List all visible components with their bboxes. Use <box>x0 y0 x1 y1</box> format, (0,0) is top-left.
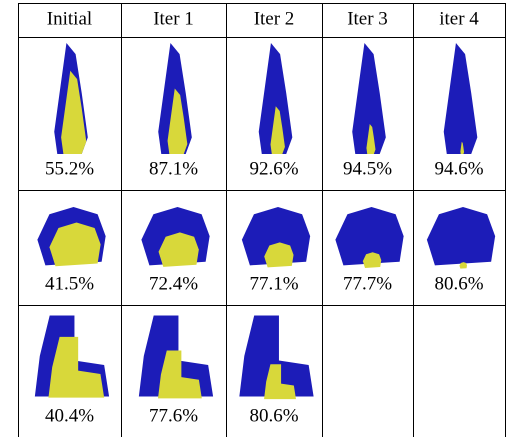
results-table: Initial Iter 1 Iter 2 Iter 3 iter 4 55.2% 87.1… <box>0 0 522 437</box>
accuracy-cell: 80.6% <box>434 273 483 294</box>
voxel-render <box>352 43 386 154</box>
accuracy-cell: 55.2% <box>45 158 94 179</box>
accuracy-cell: 77.7% <box>343 273 392 294</box>
voxel-render <box>141 207 209 267</box>
voxel-render <box>35 316 109 398</box>
voxel-render <box>242 207 310 267</box>
accuracy-cell: 94.5% <box>343 158 392 179</box>
accuracy-cell: 92.6% <box>249 158 298 179</box>
voxel-render <box>158 43 192 154</box>
voxel-render <box>239 316 313 400</box>
accuracy-cell: 41.5% <box>45 273 94 294</box>
header-cell: Iter 1 <box>153 8 194 29</box>
accuracy-cell: 94.6% <box>434 158 483 179</box>
voxel-shape <box>444 43 478 154</box>
accuracy-cell: 77.1% <box>249 273 298 294</box>
header-cell: Initial <box>47 8 92 29</box>
voxel-shape <box>427 207 495 265</box>
header-cell: Iter 3 <box>347 8 388 29</box>
voxel-render <box>259 43 293 154</box>
voxel-render <box>335 207 403 268</box>
voxel-render <box>427 207 495 269</box>
accuracy-cell: 80.6% <box>249 405 298 426</box>
voxel-render <box>37 207 105 266</box>
voxel-render <box>139 316 213 399</box>
accuracy-cell: 40.4% <box>45 405 94 426</box>
voxel-render <box>54 43 88 154</box>
header-cell: Iter 2 <box>254 8 295 29</box>
accuracy-cell: 87.1% <box>149 158 198 179</box>
accuracy-cell: 72.4% <box>149 273 198 294</box>
header-cell: iter 4 <box>439 8 479 29</box>
voxel-render <box>444 43 478 154</box>
accuracy-cell: 77.6% <box>149 405 198 426</box>
